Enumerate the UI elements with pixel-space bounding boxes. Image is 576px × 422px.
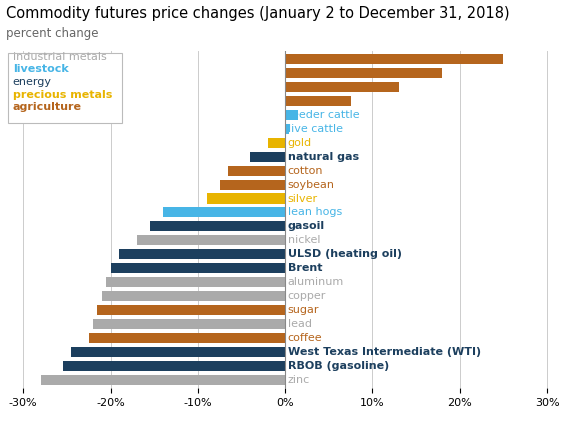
Text: percent change: percent change (6, 27, 98, 41)
Text: silver: silver (288, 194, 318, 203)
Text: livestock: livestock (13, 65, 69, 74)
Bar (219, 179, 285, 189)
Text: gasoil: gasoil (288, 222, 325, 231)
Text: energy: energy (13, 77, 52, 87)
Text: natural gas: natural gas (288, 151, 359, 162)
Text: RBOB (gasoline): RBOB (gasoline) (288, 361, 389, 371)
Bar (111, 263, 285, 273)
Bar (207, 194, 285, 203)
Text: Commodity futures price changes (January 2 to December 31, 2018): Commodity futures price changes (January… (6, 6, 509, 22)
Text: nickel: nickel (288, 235, 320, 245)
Bar (250, 151, 285, 162)
Bar (137, 235, 285, 245)
Bar (285, 54, 503, 64)
Text: lead: lead (288, 319, 312, 329)
Bar (41, 375, 285, 385)
Text: ULSD (heating oil): ULSD (heating oil) (288, 249, 401, 259)
Text: cotton: cotton (288, 165, 323, 176)
Bar (268, 138, 285, 148)
Text: lean hogs: lean hogs (288, 208, 342, 217)
Bar (9, 53, 122, 123)
Text: Chicago wheat: Chicago wheat (288, 68, 370, 78)
Text: live cattle: live cattle (288, 124, 343, 134)
Bar (102, 291, 285, 301)
Text: corn: corn (288, 96, 312, 106)
Text: feeder cattle: feeder cattle (288, 110, 359, 120)
Bar (106, 277, 285, 287)
Text: sugar: sugar (288, 305, 319, 315)
Bar (228, 165, 285, 176)
Text: cocoa: cocoa (288, 54, 320, 64)
Text: soybean: soybean (288, 180, 335, 189)
Bar (285, 96, 351, 106)
Bar (93, 319, 285, 329)
Text: West Texas Intermediate (WTI): West Texas Intermediate (WTI) (288, 347, 481, 357)
Text: Brent: Brent (288, 263, 322, 273)
Text: aluminum: aluminum (288, 277, 344, 287)
Text: Kansas wheat: Kansas wheat (288, 82, 365, 92)
Bar (285, 82, 399, 92)
Bar (119, 249, 285, 260)
Text: industrial metals: industrial metals (13, 52, 107, 62)
Bar (63, 361, 285, 371)
Bar (89, 333, 285, 343)
Text: copper: copper (288, 291, 326, 301)
Bar (285, 68, 442, 78)
Text: coffee: coffee (288, 333, 323, 343)
Text: agriculture: agriculture (13, 102, 82, 112)
Text: zinc: zinc (288, 375, 310, 385)
Bar (71, 347, 285, 357)
Text: precious metals: precious metals (13, 89, 112, 100)
Bar (285, 110, 298, 120)
Bar (97, 305, 285, 315)
Bar (285, 124, 290, 134)
Text: gold: gold (288, 138, 312, 148)
Bar (163, 208, 285, 217)
Bar (150, 222, 285, 231)
